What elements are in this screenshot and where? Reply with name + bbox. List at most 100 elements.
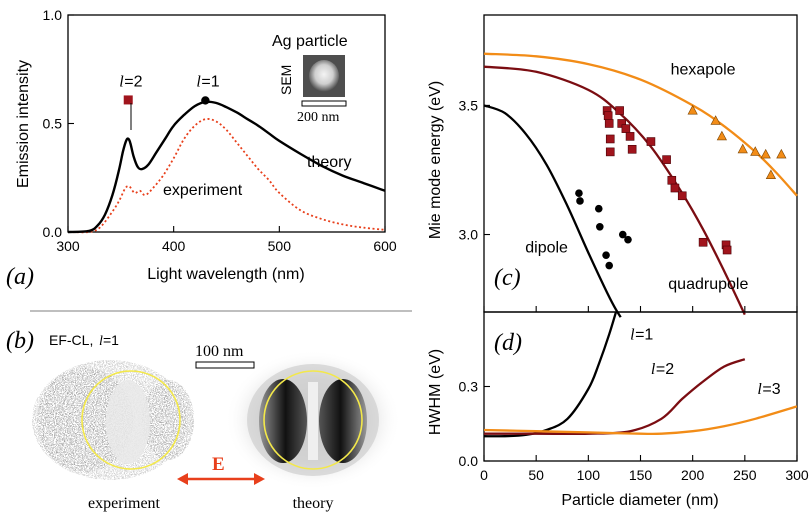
panel-b-scale-bar xyxy=(195,361,255,369)
curve-l3 xyxy=(484,405,797,436)
panel-d-y-axis-label: HWHM (eV) xyxy=(427,349,444,435)
hwhm-label-l: l xyxy=(630,326,635,343)
field-label: E xyxy=(212,454,225,475)
point-quadrupole xyxy=(605,134,615,144)
point-quadrupole xyxy=(627,144,637,154)
l1-circle-marker xyxy=(201,96,210,105)
hwhm-label-l: l xyxy=(651,361,656,378)
point-quadrupole xyxy=(677,191,687,201)
panel-a-mode-markers: l =2 l =1 xyxy=(119,73,220,105)
x-tick-label: 300 xyxy=(785,467,809,483)
curve-l1 xyxy=(484,312,618,438)
point-hexapole xyxy=(765,169,777,180)
label-quadrupole: quadrupole xyxy=(668,276,748,293)
point-dipole xyxy=(575,189,583,197)
hwhm-label-l: l xyxy=(757,381,762,398)
point-hexapole xyxy=(750,146,761,156)
mode-order-label: =1 xyxy=(201,73,219,90)
point-dipole xyxy=(576,197,584,205)
theory-caption: theory xyxy=(293,495,334,512)
experiment-particle-outline xyxy=(81,370,181,470)
inset-sem-particle xyxy=(309,60,339,92)
panel-c-x-ticks xyxy=(483,306,798,312)
experiment-cl-map xyxy=(32,360,194,480)
panel-a-x-ticks: 300 400 500 600 xyxy=(56,226,397,254)
point-quadrupole xyxy=(604,119,614,128)
panel-c-frame xyxy=(483,14,798,313)
point-dipole xyxy=(594,204,603,213)
panel-b-mode-eq: =1 xyxy=(103,332,119,348)
theory-particle-outline xyxy=(263,370,363,470)
theory-label: theory xyxy=(307,154,351,171)
x-tick-label: 600 xyxy=(373,238,397,254)
panel-d-x-ticks: 0 50 100 150 200 250 300 xyxy=(480,455,809,483)
panel-b-cathodoluminescence-maps: (b) EF-CL, l =1 100 nm E xyxy=(6,328,401,512)
panel-c-y-ticks: 3.0 3.5 xyxy=(459,97,490,243)
y-tick-label: 3.0 xyxy=(459,227,479,243)
point-dipole xyxy=(605,261,613,270)
panel-b-letter: (b) xyxy=(6,328,34,354)
field-arrow xyxy=(177,473,265,485)
panel-b-mode-l: l xyxy=(99,334,103,349)
curve-dipole xyxy=(483,104,622,318)
inset-scale-label: 200 nm xyxy=(297,110,340,125)
curve-hexapole xyxy=(483,52,798,197)
experiment-caption: experiment xyxy=(88,495,161,512)
point-quadrupole xyxy=(615,106,624,115)
panel-c-y-axis-label: Mie mode energy (eV) xyxy=(427,81,444,239)
point-hexapole xyxy=(776,148,787,159)
point-hexapole xyxy=(687,104,698,115)
experiment-label: experiment xyxy=(163,182,243,199)
label-dipole: dipole xyxy=(525,240,568,257)
panel-a-letter: (a) xyxy=(6,264,34,290)
inset-title: Ag particle xyxy=(272,33,348,50)
curve-quadrupole xyxy=(483,65,746,316)
point-quadrupole xyxy=(621,124,631,133)
label-hexapole: hexapole xyxy=(671,61,736,78)
point-quadrupole xyxy=(722,245,732,255)
hwhm-label-order: =3 xyxy=(762,381,780,398)
point-dipole xyxy=(602,251,610,259)
panel-a-y-ticks: 0.0 0.5 1.0 xyxy=(43,7,74,240)
panel-d-letter: (d) xyxy=(494,330,522,356)
y-tick-label: 0.5 xyxy=(43,116,63,132)
mode-l-symbol: l xyxy=(196,73,201,90)
point-quadrupole xyxy=(646,137,656,146)
hwhm-label-order: =2 xyxy=(656,361,674,378)
mode-l-symbol: l xyxy=(119,73,124,90)
panel-c-measured-points xyxy=(575,104,787,270)
curve-l2 xyxy=(484,358,746,436)
x-tick-label: 0 xyxy=(480,467,488,483)
point-quadrupole xyxy=(625,132,635,141)
x-tick-label: 200 xyxy=(681,467,705,483)
point-hexapole xyxy=(737,143,748,154)
point-quadrupole xyxy=(667,175,677,185)
y-tick-label: 0.3 xyxy=(459,379,479,395)
panel-c-theory-curves xyxy=(483,52,798,318)
hwhm-label-order: =1 xyxy=(635,326,653,343)
point-hexapole xyxy=(710,115,721,125)
panel-d-curve-labels: l =1l =2l =3 xyxy=(630,326,781,398)
panel-c-letter: (c) xyxy=(494,265,521,291)
mode-order-label: =2 xyxy=(124,73,142,90)
theory-cl-map xyxy=(225,350,401,490)
panel-d-curves xyxy=(484,312,797,438)
panel-a-x-axis-label: Light wavelength (nm) xyxy=(147,266,304,283)
y-tick-label: 0.0 xyxy=(459,453,479,469)
series-theory-line xyxy=(67,100,386,234)
x-tick-label: 150 xyxy=(629,467,653,483)
inset-sem-label: SEM xyxy=(278,65,294,95)
panel-b-scale-label: 100 nm xyxy=(195,343,244,360)
x-tick-label: 500 xyxy=(268,238,292,254)
y-tick-label: 0.0 xyxy=(43,224,63,240)
series-experiment-line xyxy=(67,118,386,234)
x-tick-label: 100 xyxy=(577,467,601,483)
panel-d-x-axis-label: Particle diameter (nm) xyxy=(561,492,718,509)
panel-a-y-axis-label: Emission intensity xyxy=(15,60,32,188)
panel-b-title: EF-CL, xyxy=(49,332,93,348)
l2-square-marker xyxy=(123,95,133,105)
x-tick-label: 300 xyxy=(56,238,80,254)
point-hexapole xyxy=(760,148,771,159)
point-quadrupole xyxy=(662,155,671,164)
